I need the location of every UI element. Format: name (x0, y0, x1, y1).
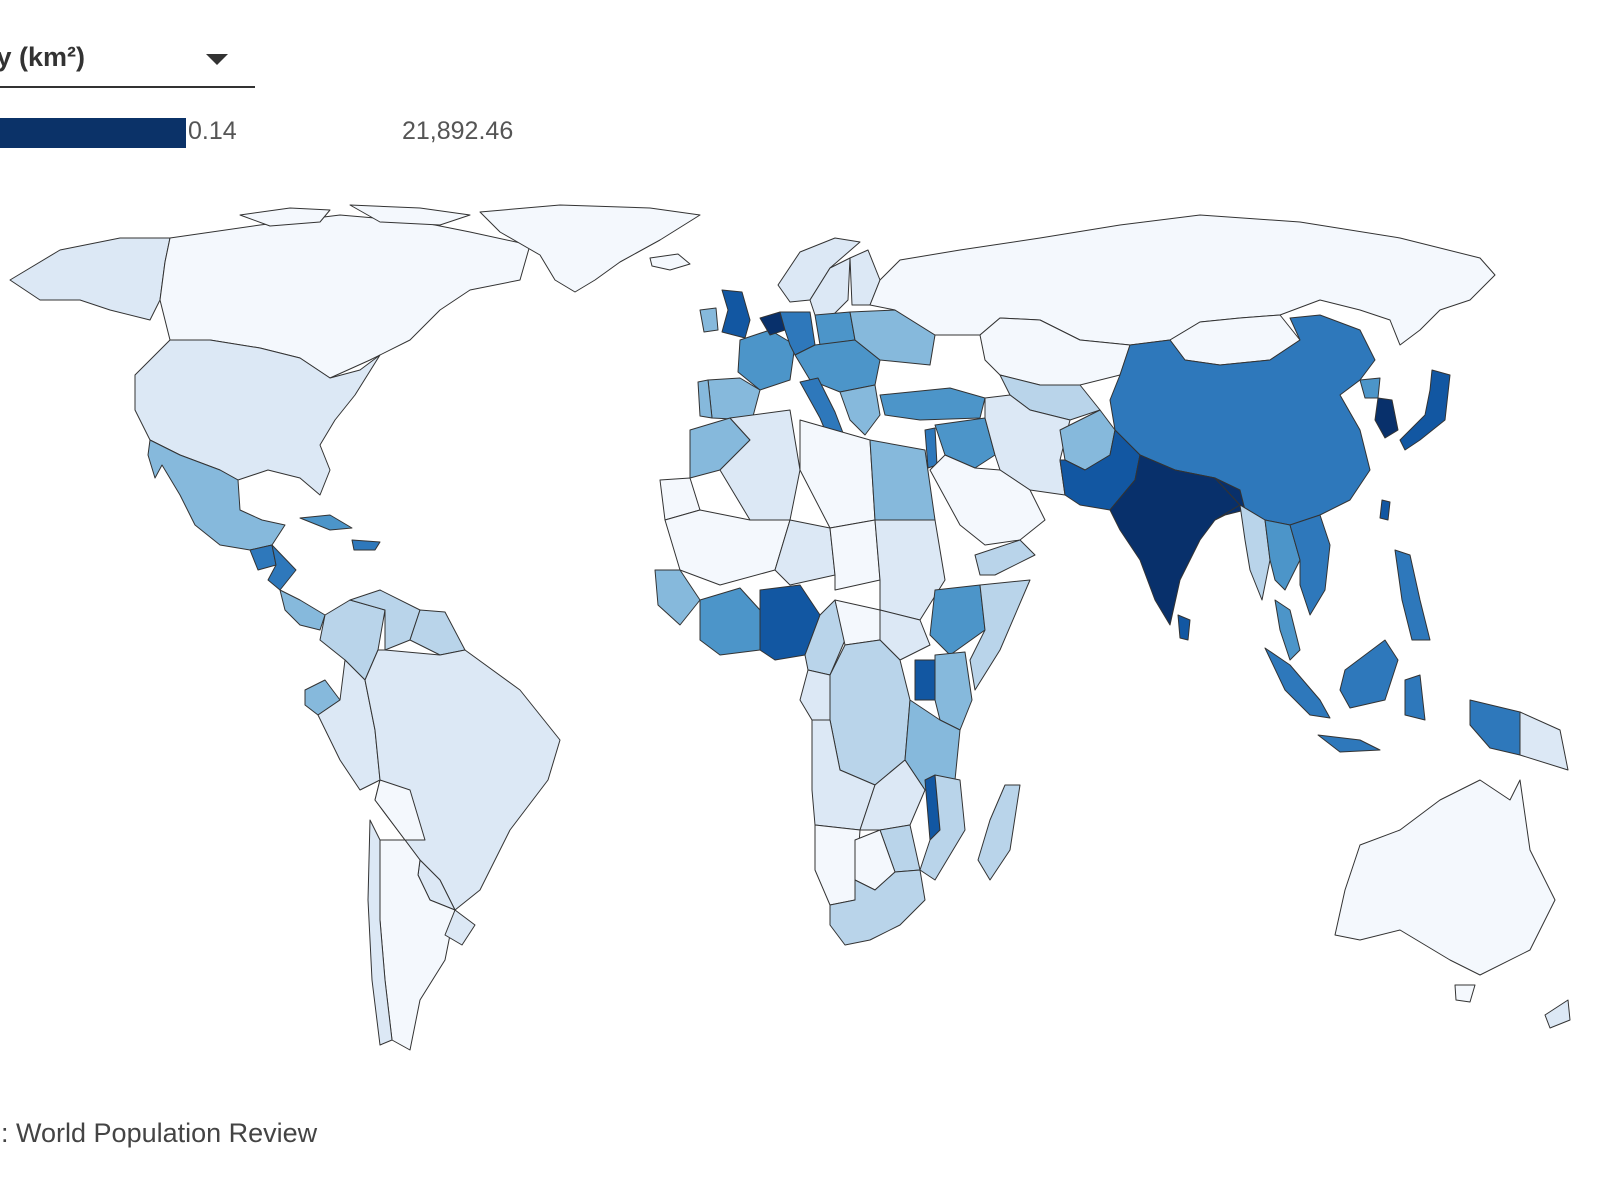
country-ireland (699, 307, 719, 333)
country-png (1519, 711, 1569, 771)
country-new-zealand (1544, 999, 1571, 1029)
country-iceland (649, 253, 691, 271)
country-drc (829, 639, 911, 786)
country-sri-lanka (1177, 614, 1191, 641)
country-guianas (409, 609, 466, 656)
country-australia (1334, 779, 1556, 976)
country-philippines (1394, 549, 1431, 641)
country-greenland (479, 204, 701, 293)
country-senegal-guinea (654, 569, 701, 626)
metric-dropdown[interactable]: ity (km²) (0, 28, 255, 88)
country-namibia (814, 824, 861, 906)
country-south-sudan (879, 609, 931, 661)
chevron-down-icon (206, 54, 228, 65)
country-canada-islands (239, 204, 471, 227)
country-spain (707, 377, 761, 421)
country-tasmania (1454, 984, 1476, 1003)
country-south-africa (829, 869, 926, 946)
world-choropleth-map (9, 204, 1571, 1051)
country-costa-rica-panama (279, 589, 326, 631)
country-india (1109, 454, 1241, 626)
country-kenya (934, 651, 973, 731)
legend-max-label: 21,892.46 (402, 117, 514, 145)
country-norway (777, 237, 861, 303)
country-madagascar (977, 784, 1021, 881)
country-gabon-congo (799, 669, 831, 721)
country-chile (367, 819, 393, 1046)
country-indonesia-sumatra (1264, 647, 1331, 719)
country-mauritania-mali (664, 509, 791, 586)
country-uganda (914, 659, 936, 701)
country-chad (829, 519, 881, 591)
metric-dropdown-label: ity (km²) (0, 42, 86, 72)
country-north-korea (1359, 377, 1381, 399)
country-honduras (267, 544, 297, 591)
country-papua (1469, 699, 1521, 756)
country-indonesia-sulawesi (1404, 674, 1426, 721)
country-egypt (869, 439, 936, 521)
country-vietnam (1289, 514, 1331, 616)
country-taiwan (1379, 499, 1391, 521)
country-guatemala (249, 544, 277, 571)
source-text: e: World Population Review (0, 1118, 318, 1148)
country-portugal (697, 379, 713, 419)
country-indonesia-java (1317, 734, 1381, 753)
country-syria-iraq (934, 417, 996, 469)
country-ethiopia (929, 584, 986, 656)
country-japan (1399, 369, 1451, 451)
country-poland (814, 311, 856, 346)
country-yemen (974, 539, 1036, 576)
country-saudi-arabia (929, 454, 1046, 546)
country-uruguay (444, 909, 476, 946)
country-niger (774, 519, 836, 586)
country-hispaniola (351, 539, 381, 551)
country-pakistan (1059, 429, 1141, 511)
country-libya (799, 419, 876, 529)
legend-min-label: 0.14 (188, 117, 237, 145)
country-somalia (969, 579, 1031, 691)
country-west-coast (699, 587, 761, 656)
country-mozambique (919, 774, 966, 881)
country-bolivia (374, 779, 426, 841)
country-balkans (839, 384, 881, 436)
country-nigeria (759, 584, 821, 661)
country-france (737, 329, 796, 391)
country-indonesia-borneo (1339, 639, 1399, 709)
country-russia (869, 214, 1496, 346)
legend-color-bar (0, 118, 186, 148)
country-alaska (9, 237, 171, 321)
country-south-korea (1374, 397, 1399, 439)
country-turkey (879, 387, 986, 421)
country-uk (721, 289, 751, 339)
country-malaysia (1274, 599, 1301, 661)
country-cuba (299, 514, 353, 531)
